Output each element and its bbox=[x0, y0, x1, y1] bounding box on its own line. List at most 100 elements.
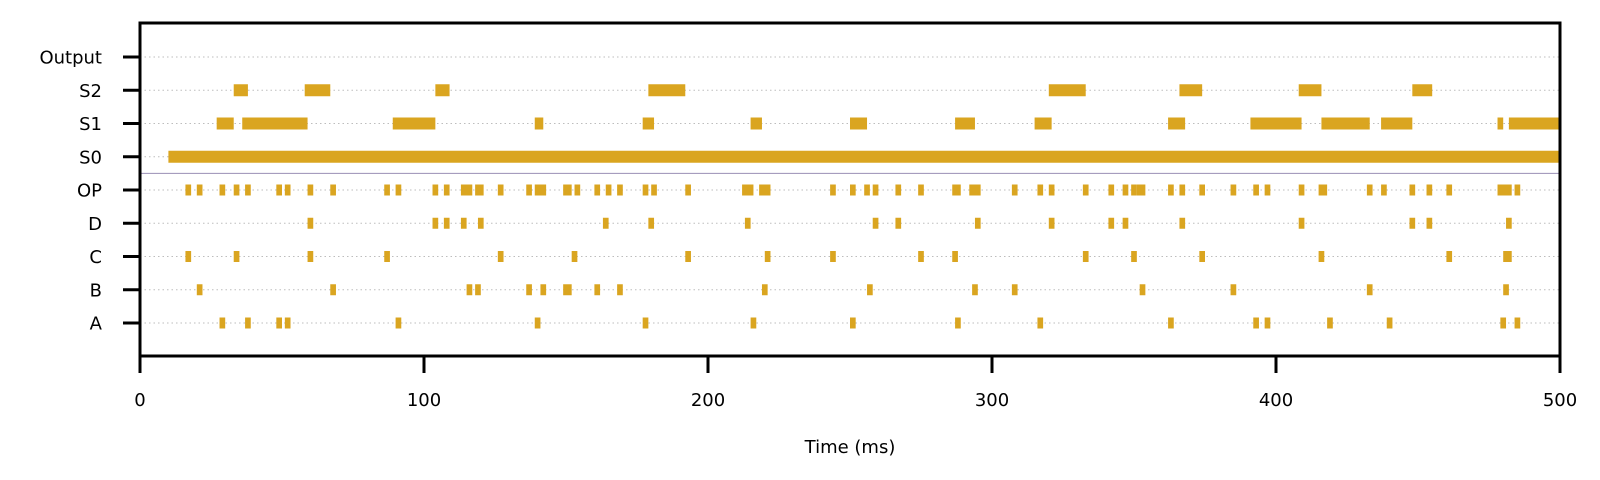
spike-op-31 bbox=[872, 184, 879, 196]
spike-a-10 bbox=[1037, 317, 1044, 329]
spike-s1-5 bbox=[750, 117, 762, 130]
spike-op-51 bbox=[1318, 184, 1328, 196]
spike-op-24 bbox=[651, 184, 657, 196]
spike-s2-0 bbox=[233, 84, 248, 97]
spike-s1-3 bbox=[534, 117, 544, 130]
spike-op-0 bbox=[185, 184, 192, 196]
spike-op-32 bbox=[895, 184, 902, 196]
spike-op-13 bbox=[460, 184, 473, 196]
spike-b-10 bbox=[867, 284, 873, 296]
spike-c-4 bbox=[497, 251, 504, 262]
spike-s2-1 bbox=[304, 84, 331, 97]
spike-s2-6 bbox=[1298, 84, 1322, 97]
spike-b-11 bbox=[972, 284, 978, 296]
spike-b-6 bbox=[563, 284, 572, 296]
x-tick-label-200: 200 bbox=[691, 390, 725, 411]
spike-op-2 bbox=[219, 184, 226, 196]
spike-op-53 bbox=[1381, 184, 1387, 196]
spike-op-21 bbox=[605, 184, 612, 196]
y-tick-label-s0: S0 bbox=[79, 147, 102, 168]
spike-s1-10 bbox=[1250, 117, 1302, 130]
spike-op-12 bbox=[443, 184, 450, 196]
spike-op-5 bbox=[276, 184, 282, 196]
spike-op-27 bbox=[759, 184, 771, 196]
spike-op-28 bbox=[830, 184, 836, 196]
spike-s1-12 bbox=[1381, 117, 1413, 130]
spike-d-5 bbox=[602, 217, 609, 229]
spike-op-29 bbox=[850, 184, 856, 196]
spike-a-14 bbox=[1327, 317, 1333, 329]
spike-s1-8 bbox=[1034, 117, 1052, 130]
spike-d-0 bbox=[307, 217, 314, 229]
spike-d-7 bbox=[744, 217, 751, 229]
spike-op-20 bbox=[594, 184, 601, 196]
spike-op-26 bbox=[742, 184, 754, 196]
spike-b-2 bbox=[466, 284, 473, 296]
spike-op-16 bbox=[526, 184, 532, 196]
spike-a-5 bbox=[534, 317, 541, 329]
spike-op-49 bbox=[1264, 184, 1271, 196]
x-axis-ticks: 0 100 200 300 400 500 bbox=[134, 356, 1577, 411]
y-tick-label-c: C bbox=[89, 247, 102, 268]
spike-c-0 bbox=[185, 251, 192, 262]
spike-d-3 bbox=[460, 217, 467, 229]
spike-b-12 bbox=[1011, 284, 1018, 296]
spike-op-36 bbox=[1011, 184, 1018, 196]
spike-b-16 bbox=[1503, 284, 1509, 296]
y-tick-label-s1: S1 bbox=[79, 114, 102, 135]
spike-b-9 bbox=[761, 284, 768, 296]
spike-s2-4 bbox=[1048, 84, 1086, 97]
spike-op-37 bbox=[1037, 184, 1044, 196]
y-tick-label-op: OP bbox=[77, 181, 102, 202]
spike-d-15 bbox=[1298, 217, 1305, 229]
spike-d-2 bbox=[443, 217, 450, 229]
spike-b-8 bbox=[617, 284, 623, 296]
x-tick-label-100: 100 bbox=[407, 390, 441, 411]
spike-b-14 bbox=[1230, 284, 1237, 296]
spike-op-54 bbox=[1409, 184, 1416, 196]
spike-op-4 bbox=[245, 184, 251, 196]
spike-op-44 bbox=[1168, 184, 1174, 196]
x-tick-label-300: 300 bbox=[975, 390, 1009, 411]
y-tick-label-b: B bbox=[90, 280, 102, 301]
spike-s1-11 bbox=[1321, 117, 1370, 130]
spike-a-17 bbox=[1514, 317, 1521, 329]
x-tick-label-0: 0 bbox=[134, 390, 145, 411]
spike-c-1 bbox=[233, 251, 240, 262]
spike-op-43 bbox=[1136, 184, 1146, 196]
spike-a-11 bbox=[1168, 317, 1174, 329]
spike-d-11 bbox=[1048, 217, 1055, 229]
spike-marks bbox=[168, 84, 1560, 329]
y-tick-label-output: Output bbox=[39, 48, 102, 69]
spike-op-18 bbox=[563, 184, 572, 196]
spike-c-2 bbox=[307, 251, 314, 262]
spike-op-15 bbox=[497, 184, 504, 196]
spike-op-38 bbox=[1048, 184, 1055, 196]
spike-op-19 bbox=[574, 184, 581, 196]
spike-op-22 bbox=[617, 184, 623, 196]
spike-a-9 bbox=[955, 317, 961, 329]
spike-c-13 bbox=[1199, 251, 1205, 262]
spike-s2-3 bbox=[648, 84, 686, 97]
spike-b-13 bbox=[1139, 284, 1146, 296]
spike-c-9 bbox=[918, 251, 924, 262]
spike-a-16 bbox=[1500, 317, 1507, 329]
x-tick-label-500: 500 bbox=[1543, 390, 1577, 411]
spike-op-45 bbox=[1179, 184, 1186, 196]
spike-d-14 bbox=[1179, 217, 1186, 229]
spike-d-16 bbox=[1409, 217, 1416, 229]
spike-op-57 bbox=[1497, 184, 1512, 196]
spike-s0-0 bbox=[168, 150, 1560, 163]
spike-s1-13 bbox=[1497, 117, 1504, 130]
spike-op-39 bbox=[1082, 184, 1089, 196]
spike-a-2 bbox=[276, 317, 282, 329]
spike-s1-6 bbox=[850, 117, 868, 130]
spike-a-13 bbox=[1264, 317, 1271, 329]
spike-c-6 bbox=[685, 251, 691, 262]
spike-s1-14 bbox=[1508, 117, 1560, 130]
spike-a-7 bbox=[750, 317, 757, 329]
spike-b-3 bbox=[475, 284, 481, 296]
spike-b-15 bbox=[1366, 284, 1373, 296]
spike-op-46 bbox=[1199, 184, 1205, 196]
